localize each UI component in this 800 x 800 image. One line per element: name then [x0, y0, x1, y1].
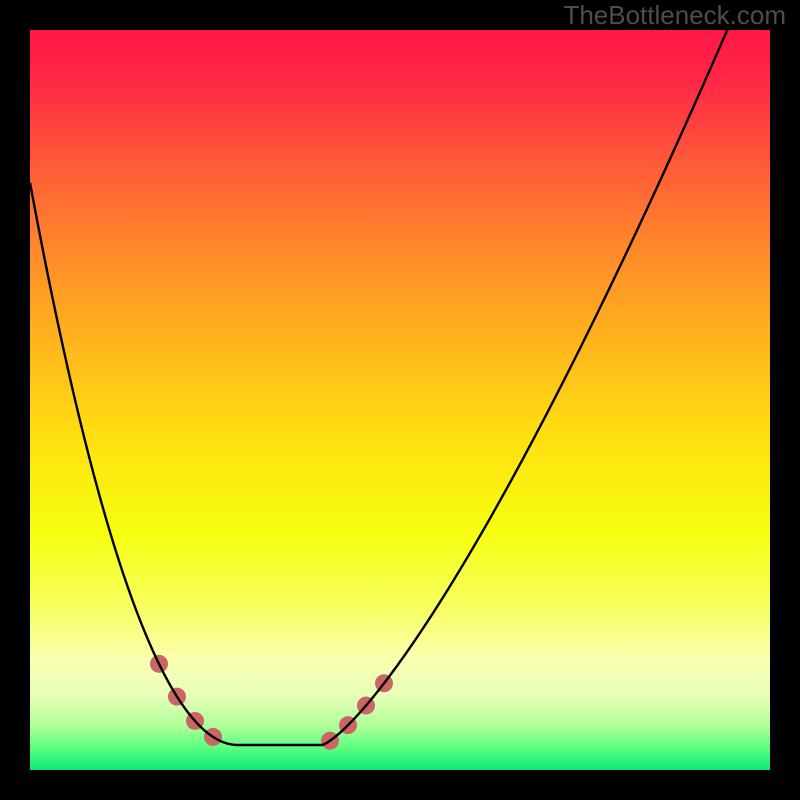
plot-background-gradient: [30, 30, 770, 770]
watermark-text: TheBottleneck.com: [563, 0, 786, 30]
chart-svg: TheBottleneck.com: [0, 0, 800, 800]
